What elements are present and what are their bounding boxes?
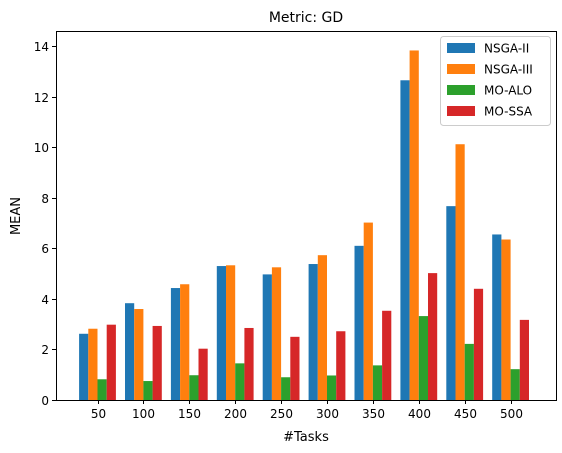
bar-mo-ssa-200	[244, 327, 254, 400]
x-tick-label: 100	[132, 407, 155, 421]
x-tick-label: 250	[270, 407, 293, 421]
bar-nsga-iii-100	[134, 309, 144, 400]
chart-title: Metric: GD	[269, 10, 343, 26]
legend-swatch-mo-alo	[447, 85, 475, 95]
legend-swatch-nsga-iii	[447, 64, 475, 74]
bar-mo-alo-350	[372, 365, 383, 400]
bar-mo-alo-50	[97, 379, 107, 400]
bar-mo-ssa-450	[473, 288, 484, 400]
x-tick-label: 300	[316, 407, 339, 421]
bar-nsga-iii-150	[180, 284, 190, 400]
bar-mo-alo-150	[189, 375, 199, 400]
bar-nsga-iii-500	[501, 239, 511, 400]
x-tick-label: 450	[454, 407, 477, 421]
bar-nsga-ii-200	[216, 266, 226, 400]
x-tick-label: 150	[178, 407, 201, 421]
bar-mo-ssa-150	[198, 348, 208, 400]
legend-swatch-nsga-ii	[447, 43, 475, 53]
bar-nsga-ii-300	[308, 264, 318, 400]
bar-mo-alo-500	[510, 369, 520, 400]
x-axis-label: #Tasks	[283, 430, 329, 445]
plot-frame	[56, 31, 557, 401]
y-tick-label: 4	[41, 293, 49, 307]
bar-nsga-ii-350	[354, 245, 364, 400]
bar-mo-ssa-100	[152, 325, 162, 400]
bar-nsga-ii-50	[79, 333, 89, 400]
legend: NSGA-II NSGA-III MO-ALO MO-SSA	[440, 36, 551, 126]
bar-nsga-iii-350	[363, 222, 373, 400]
bar-mo-ssa-500	[519, 319, 529, 400]
bar-nsga-ii-500	[492, 234, 502, 400]
bar-mo-alo-200	[235, 363, 245, 400]
y-axis-label: MEAN	[9, 197, 24, 235]
bar-nsga-iii-200	[226, 265, 236, 400]
bar-nsga-ii-450	[446, 206, 456, 400]
bar-mo-ssa-400	[428, 273, 438, 400]
legend-label-nsga-ii: NSGA-II	[484, 42, 529, 56]
y-tick-label: 14	[34, 40, 49, 54]
bar-nsga-ii-400	[400, 80, 410, 400]
x-tick-label: 400	[408, 407, 431, 421]
legend-label-nsga-iii: NSGA-III	[484, 63, 533, 77]
legend-label-mo-ssa: MO-SSA	[484, 105, 533, 119]
y-tick-label: 6	[41, 242, 49, 256]
x-tick-label: 350	[362, 407, 385, 421]
legend-box	[440, 36, 551, 126]
bar-mo-ssa-50	[106, 324, 116, 400]
bar-mo-alo-250	[281, 377, 291, 400]
bar-nsga-iii-50	[88, 328, 98, 400]
x-tick-label: 500	[500, 407, 523, 421]
bar-mo-alo-450	[464, 343, 474, 400]
bar-nsga-ii-150	[170, 288, 181, 400]
y-tick-label: 10	[34, 141, 49, 155]
bar-nsga-iii-450	[455, 144, 465, 400]
bar-mo-ssa-350	[382, 310, 392, 400]
bar-nsga-iii-400	[409, 50, 419, 401]
y-tick-label: 2	[41, 343, 49, 357]
y-tick-label: 8	[41, 192, 49, 206]
bar-mo-ssa-300	[336, 331, 346, 400]
y-tick-label: 0	[41, 394, 49, 408]
bar-mo-ssa-250	[290, 336, 300, 400]
bar-nsga-ii-250	[262, 274, 272, 400]
legend-label-mo-alo: MO-ALO	[484, 84, 532, 98]
bar-mo-alo-400	[418, 316, 428, 400]
bar-nsga-ii-100	[125, 303, 135, 400]
x-tick-label: 200	[224, 407, 247, 421]
bar-mo-alo-100	[143, 381, 153, 400]
y-tick-label: 12	[34, 91, 49, 105]
bar-nsga-iii-250	[271, 267, 282, 400]
bar-mo-alo-300	[327, 375, 337, 400]
legend-swatch-mo-ssa	[447, 106, 475, 116]
bar-nsga-iii-300	[317, 255, 327, 400]
x-tick-label: 50	[91, 407, 106, 421]
x-axis-ticks: 50 100 150 200 250 300 350 400 450 500	[91, 400, 523, 421]
bars-layer	[79, 50, 529, 401]
y-axis-ticks: 0 2 4 6 8 10 12 14	[34, 40, 56, 408]
